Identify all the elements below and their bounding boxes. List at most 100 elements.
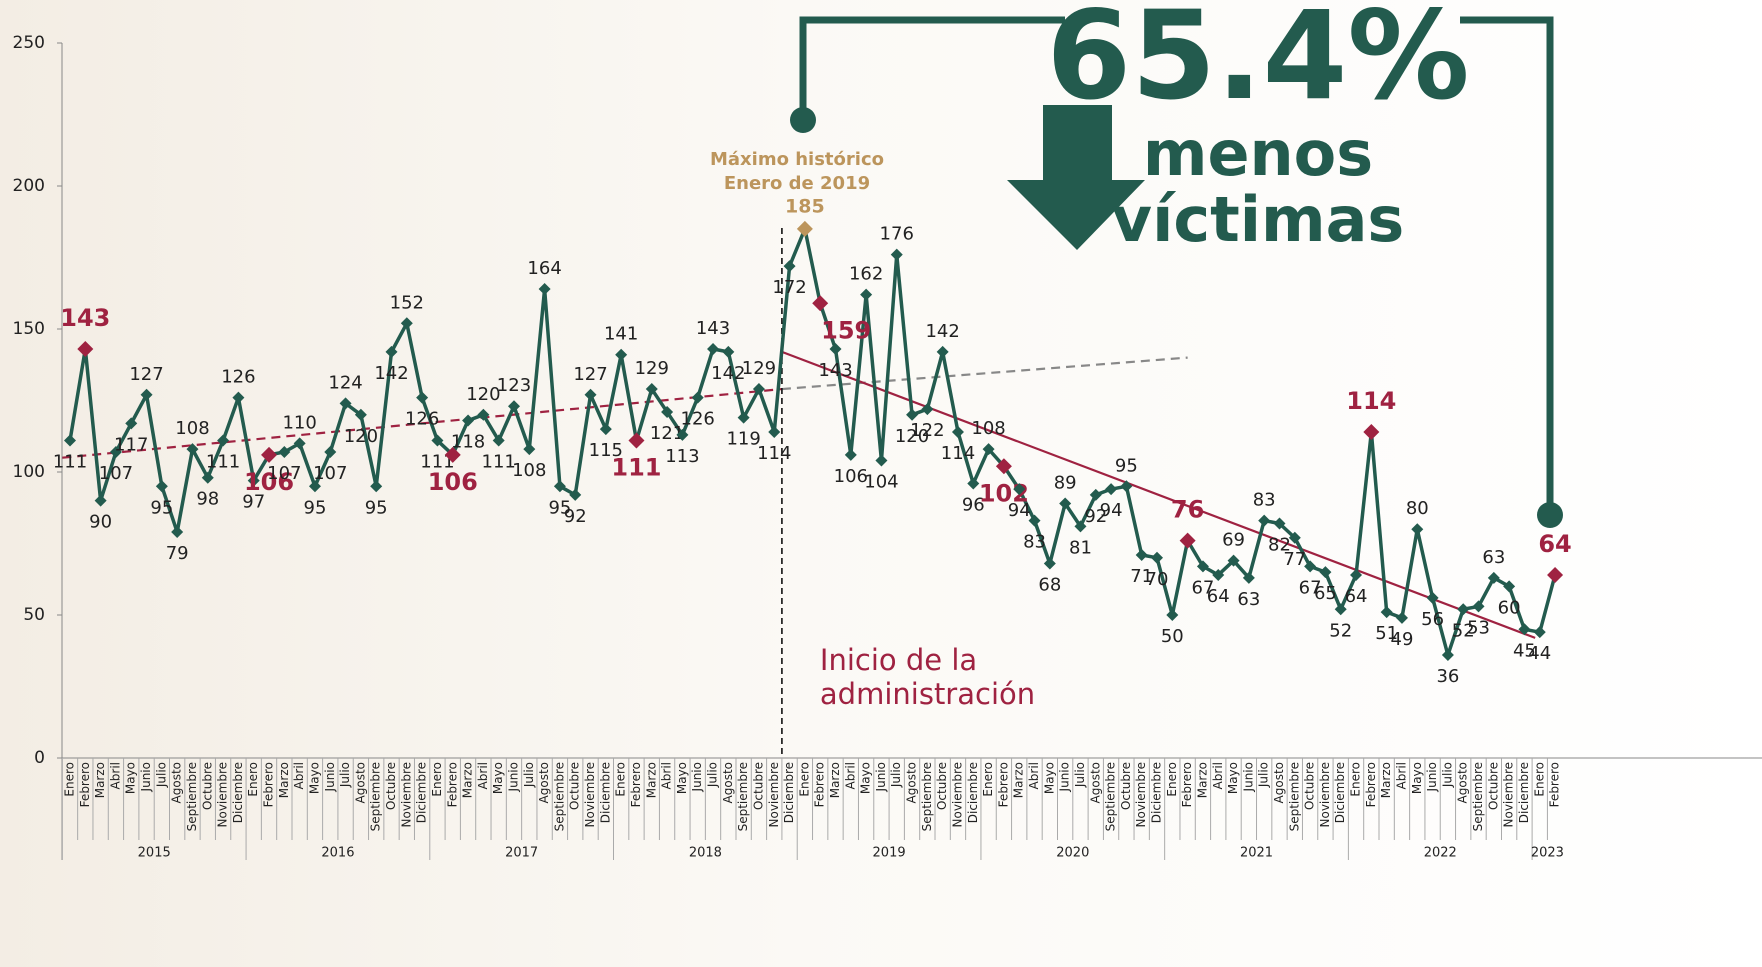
x-tick-label: Febrero — [1180, 762, 1194, 807]
x-tick-label: Enero — [246, 762, 260, 797]
value-label: 36 — [1436, 666, 1459, 687]
value-label: 64 — [1345, 586, 1368, 607]
value-label: 142 — [711, 363, 745, 384]
x-tick-label: Abril — [843, 762, 857, 789]
value-label: 94 — [1100, 500, 1123, 521]
admin-annotation: administración — [820, 677, 1035, 711]
value-label: 52 — [1329, 620, 1352, 641]
x-tick-label: Diciembre — [1333, 762, 1347, 823]
y-tick-label: 0 — [34, 748, 45, 768]
value-label: 79 — [166, 543, 189, 564]
value-label: 185 — [785, 195, 825, 217]
x-tick-label: Octubre — [935, 762, 949, 810]
x-tick-label: Julio — [154, 762, 168, 788]
x-tick-label: Enero — [614, 762, 628, 797]
value-label: 64 — [1207, 586, 1230, 607]
value-label: 83 — [1023, 532, 1046, 553]
y-tick-label: 150 — [13, 319, 45, 339]
x-tick-label: Septiembre — [369, 762, 383, 831]
x-tick-label: Abril — [1211, 762, 1225, 789]
x-tick-label: Febrero — [629, 762, 643, 807]
year-label: 2022 — [1424, 846, 1457, 861]
x-tick-label: Febrero — [445, 762, 459, 807]
value-label: 114 — [1346, 387, 1396, 415]
value-label: 129 — [635, 358, 669, 379]
x-tick-label: Marzo — [461, 762, 475, 798]
x-tick-label: Octubre — [200, 762, 214, 810]
value-label: 50 — [1161, 626, 1184, 647]
x-tick-label: Septiembre — [920, 762, 934, 831]
value-label: 107 — [99, 463, 133, 484]
x-tick-label: Enero — [981, 762, 995, 797]
value-label: 108 — [512, 460, 546, 481]
x-tick-label: Abril — [1394, 762, 1408, 789]
x-tick-label: Octubre — [1119, 762, 1133, 810]
x-tick-label: Abril — [292, 762, 306, 789]
x-tick-label: Febrero — [1548, 762, 1562, 807]
peak-annotation: Enero de 2019 — [724, 173, 870, 194]
x-tick-label: Noviembre — [1502, 762, 1516, 828]
x-tick-label: Agosto — [721, 762, 735, 803]
value-label: 152 — [390, 292, 424, 313]
year-label: 2018 — [689, 846, 722, 861]
value-label: 142 — [374, 363, 408, 384]
x-tick-label: Diciembre — [966, 762, 980, 823]
value-label: 98 — [196, 489, 219, 510]
value-label: 95 — [1115, 455, 1138, 476]
y-tick-label: 50 — [23, 605, 45, 625]
value-label: 143 — [696, 318, 730, 339]
value-label: 111 — [482, 452, 516, 473]
value-label: 120 — [466, 384, 500, 405]
value-label: 108 — [175, 418, 209, 439]
year-label: 2021 — [1240, 846, 1273, 861]
x-tick-label: Marzo — [1012, 762, 1026, 798]
x-tick-label: Octubre — [384, 762, 398, 810]
value-label: 143 — [818, 360, 852, 381]
x-tick-label: Noviembre — [216, 762, 230, 828]
x-tick-label: Diciembre — [415, 762, 429, 823]
x-tick-label: Noviembre — [1134, 762, 1148, 828]
x-tick-label: Junio — [506, 762, 520, 792]
value-label: 81 — [1069, 537, 1092, 558]
x-tick-label: Julio — [1073, 762, 1087, 788]
x-tick-label: Septiembre — [552, 762, 566, 831]
value-label: 111 — [206, 452, 240, 473]
value-label: 126 — [681, 409, 715, 430]
x-tick-label: Enero — [1165, 762, 1179, 797]
value-label: 124 — [328, 372, 362, 393]
value-label: 122 — [910, 420, 944, 441]
value-label: 89 — [1054, 472, 1077, 493]
value-label: 65 — [1314, 583, 1337, 604]
value-label: 70 — [1146, 569, 1169, 590]
value-label: 142 — [925, 321, 959, 342]
x-tick-label: Julio — [889, 762, 903, 788]
x-tick-label: Mayo — [675, 762, 689, 794]
x-tick-label: Julio — [522, 762, 536, 788]
value-label: 95 — [150, 497, 173, 518]
value-label: 143 — [60, 304, 110, 332]
x-tick-label: Julio — [1257, 762, 1271, 788]
x-tick-label: Junio — [1425, 762, 1439, 792]
x-tick-label: Julio — [706, 762, 720, 788]
value-label: 83 — [1253, 490, 1276, 511]
value-label: 162 — [849, 264, 883, 285]
value-label: 127 — [573, 364, 607, 385]
x-tick-label: Octubre — [1303, 762, 1317, 810]
year-label: 2015 — [138, 846, 171, 861]
value-label: 60 — [1498, 597, 1521, 618]
value-label: 164 — [527, 258, 561, 279]
x-tick-label: Octubre — [751, 762, 765, 810]
x-tick-label: Julio — [338, 762, 352, 788]
x-tick-label: Septiembre — [736, 762, 750, 831]
value-label: 92 — [564, 506, 587, 527]
x-tick-label: Marzo — [1379, 762, 1393, 798]
value-label: 159 — [821, 316, 871, 344]
value-label: 120 — [344, 426, 378, 447]
y-tick-label: 200 — [13, 176, 45, 196]
x-tick-label: Marzo — [644, 762, 658, 798]
x-tick-label: Junio — [323, 762, 337, 792]
value-label: 53 — [1467, 617, 1490, 638]
x-tick-label: Diciembre — [231, 762, 245, 823]
value-label: 126 — [221, 367, 255, 388]
value-label: 119 — [726, 429, 760, 450]
